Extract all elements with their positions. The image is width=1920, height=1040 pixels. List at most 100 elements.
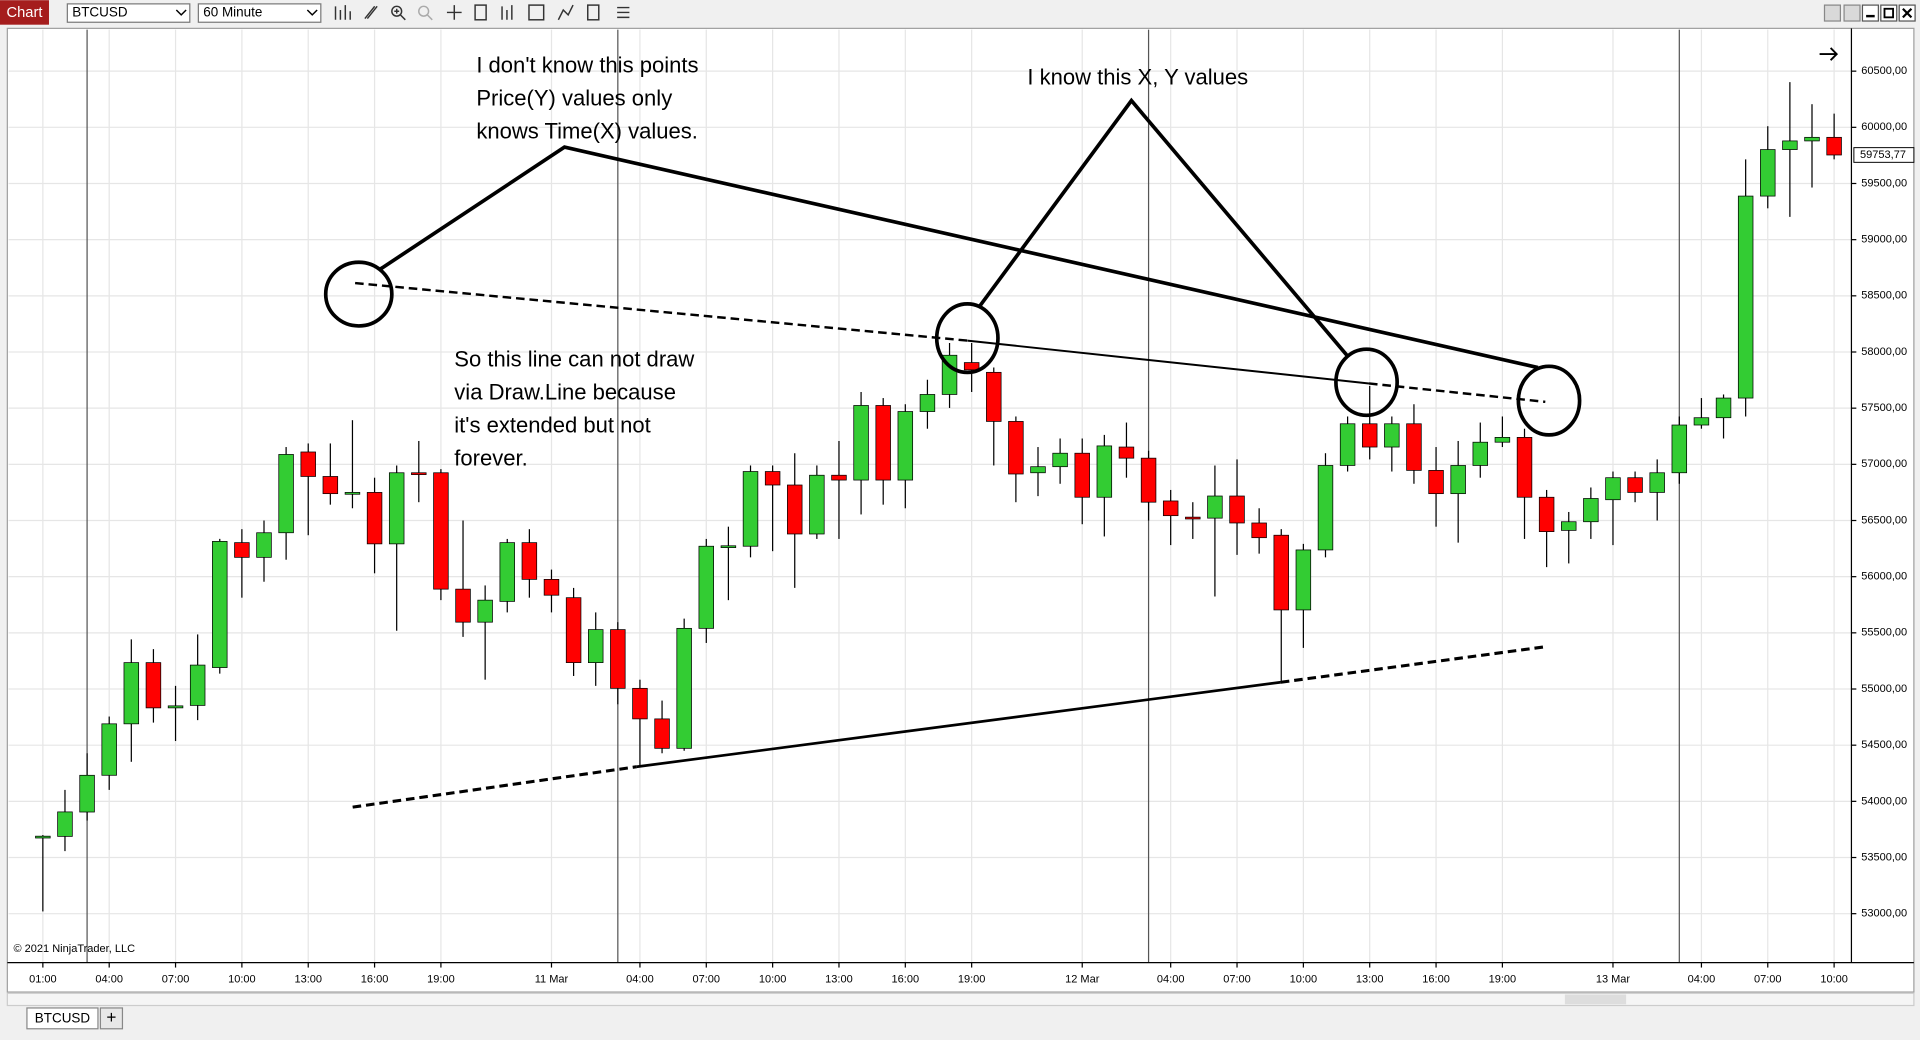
x-tick-label: 16:00	[361, 974, 389, 986]
candle-body	[79, 774, 95, 813]
x-tick-label: 01:00	[29, 974, 57, 986]
annotation-text: knows Time(X) values.	[476, 119, 698, 144]
y-tick-label: 57000,00	[1861, 458, 1907, 470]
trend-line	[967, 339, 1370, 385]
candle-body	[322, 476, 339, 495]
chart-tab[interactable]	[0, 0, 49, 25]
candle-body	[632, 687, 648, 720]
y-tick-label: 58000,00	[1861, 346, 1907, 358]
y-tick-label: 54000,00	[1861, 795, 1907, 807]
x-tick-label: 04:00	[1688, 974, 1716, 986]
candle-body	[1229, 495, 1245, 524]
candle-body	[1428, 470, 1444, 495]
toolbar-icons[interactable]	[334, 4, 630, 21]
y-tick-label: 60500,00	[1861, 65, 1907, 77]
candle-body	[1450, 465, 1466, 495]
instrument-select[interactable]	[66, 3, 191, 23]
candle-body	[1251, 522, 1267, 539]
candle-body	[610, 629, 626, 689]
annotation-text: it's extended but not	[454, 412, 651, 437]
scrollbar[interactable]	[6, 992, 1915, 1007]
highlight-circle	[1516, 364, 1582, 437]
candle-body	[1561, 521, 1577, 531]
candle-body	[433, 472, 449, 590]
candle-body	[366, 492, 383, 545]
annotation-text: So this line can not draw	[454, 346, 694, 371]
candle-body	[57, 811, 73, 837]
dropdown-arrow	[306, 9, 318, 16]
extension-line	[354, 281, 968, 342]
window-buttons[interactable]	[1823, 4, 1916, 22]
candle-body	[543, 579, 560, 596]
candle-body	[1494, 437, 1511, 443]
x-tick-label: 13:00	[1356, 974, 1384, 986]
add-tab-label[interactable]: +	[106, 1007, 116, 1027]
candle-body	[521, 542, 538, 580]
candle-body	[1008, 421, 1024, 475]
candle-body	[897, 411, 914, 481]
y-tick-label: 58500,00	[1861, 290, 1907, 302]
annotation-text: via Draw.Line because	[454, 379, 676, 404]
y-tick-label: 53000,00	[1861, 908, 1907, 920]
candle-body	[278, 454, 294, 534]
highlight-circle	[323, 260, 394, 328]
instrument-tab[interactable]	[26, 1007, 99, 1030]
y-tick-label: 53500,00	[1861, 851, 1907, 863]
candle-body	[189, 664, 206, 706]
candle-body	[1273, 534, 1289, 611]
candle-body	[787, 484, 803, 535]
y-tick-label: 60000,00	[1861, 121, 1907, 133]
annotation-text: forever.	[454, 446, 527, 471]
candle-body	[1096, 445, 1113, 498]
x-tick-label: 19:00	[427, 974, 455, 986]
x-tick-label: 07:00	[1223, 974, 1251, 986]
candle-body	[1516, 437, 1533, 498]
x-tick-label: 13 Mar	[1596, 974, 1631, 986]
candle-body	[1295, 549, 1312, 611]
candle-body	[1826, 136, 1842, 156]
candle-body	[1317, 465, 1334, 551]
candle-body	[1760, 149, 1776, 197]
extension-line	[1368, 382, 1546, 404]
candle-body	[1605, 477, 1621, 501]
candle-body	[963, 362, 980, 371]
candle-body	[1185, 516, 1201, 520]
annotation-text: I know this X, Y values	[1027, 65, 1248, 90]
candle-body	[499, 542, 515, 602]
candle-body	[831, 474, 847, 481]
candle-body	[1361, 423, 1378, 448]
scroll-to-end-arrow[interactable]	[1819, 47, 1839, 61]
interval-select-label[interactable]: 60 Minute	[203, 5, 262, 20]
chart-tab-label[interactable]: Chart	[7, 5, 43, 21]
highlight-circle	[1334, 347, 1399, 418]
drawings	[323, 97, 1582, 809]
annotation-text: Price(Y) values only	[476, 86, 672, 111]
candle-body	[1052, 452, 1068, 468]
candle-body	[1207, 495, 1223, 519]
candle-body	[1649, 472, 1665, 493]
candle-body	[654, 718, 670, 749]
instrument-tab-label[interactable]: BTCUSD	[35, 1011, 91, 1026]
candle-body	[1472, 441, 1489, 466]
candle-body	[455, 588, 471, 623]
x-tick-label: 10:00	[759, 974, 787, 986]
candle-body	[698, 545, 714, 629]
x-tick-label: 16:00	[892, 974, 920, 986]
add-tab-button[interactable]	[99, 1007, 124, 1030]
y-tick-label: 59500,00	[1861, 177, 1907, 189]
instrument-select-label[interactable]: BTCUSD	[72, 5, 128, 20]
y-tick-label: 55000,00	[1861, 683, 1907, 695]
candle-body	[809, 474, 825, 535]
y-tick-label: 57500,00	[1861, 402, 1907, 414]
candle-body	[1074, 452, 1090, 498]
candle-body	[35, 835, 51, 839]
x-tick-label: 07:00	[162, 974, 190, 986]
scrollbar-thumb[interactable]	[1564, 994, 1627, 1005]
candle-body	[212, 541, 228, 668]
extension-line	[352, 765, 637, 809]
grid	[8, 29, 1852, 963]
candle-body	[1583, 498, 1599, 523]
candle-body	[1162, 500, 1179, 517]
interval-select[interactable]	[197, 3, 322, 23]
